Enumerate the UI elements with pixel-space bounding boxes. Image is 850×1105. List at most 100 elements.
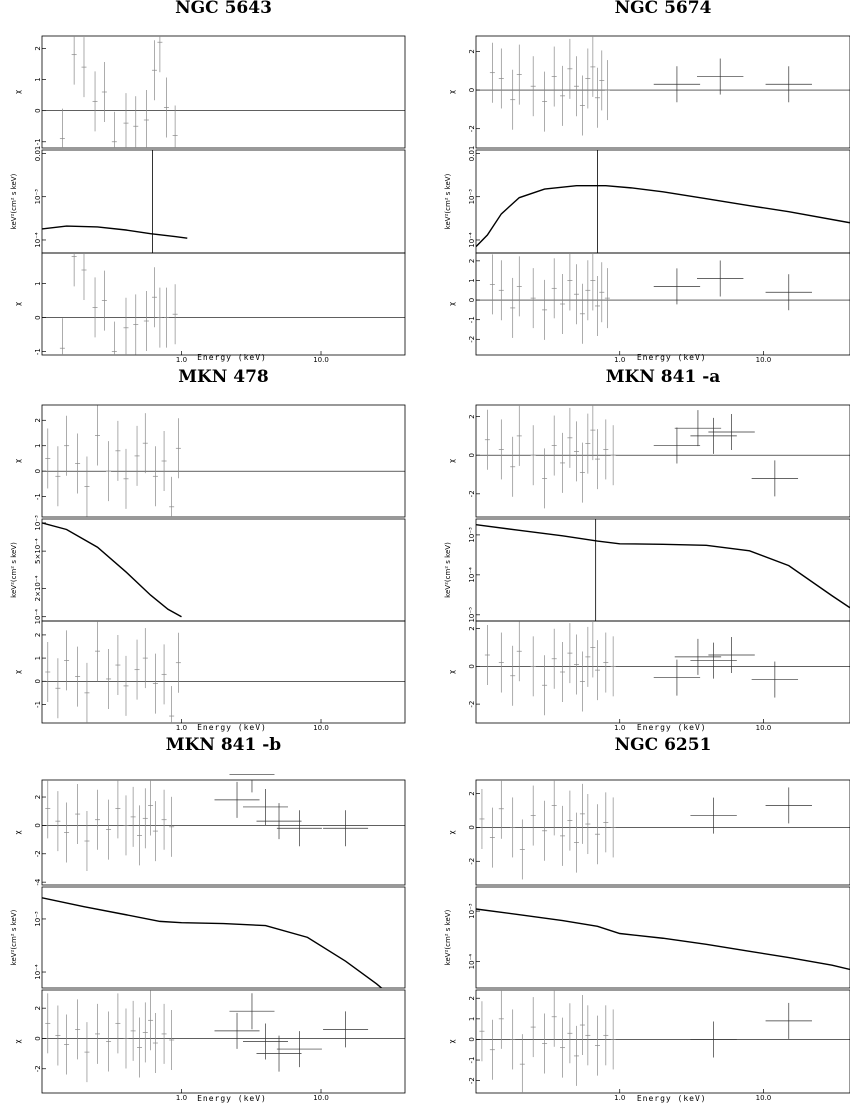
- residuals-top-point: [498, 780, 504, 839]
- residuals-top-point: [579, 442, 585, 503]
- residuals-top-ytick-label: 2: [468, 791, 476, 795]
- residuals-bottom-ytick-label: 0: [34, 1036, 42, 1040]
- residuals-bottom-ytick-label: -1: [468, 316, 476, 323]
- residuals-bottom-ytick-label: 2: [34, 1006, 42, 1010]
- residuals-top-point: [157, 36, 163, 73]
- residuals-top-ytick-label: -2: [468, 490, 476, 497]
- residuals-bottom-ylabel: χ: [14, 302, 22, 306]
- residuals-bottom-point: [55, 658, 61, 719]
- residuals-bottom-point: [604, 268, 610, 329]
- residuals-bottom-point: [152, 1013, 158, 1074]
- residuals-top-point: [75, 784, 81, 845]
- residuals-top-ytick-label: -2: [468, 858, 476, 865]
- residuals-top-point: [101, 62, 107, 122]
- residuals-top-point: [55, 791, 61, 852]
- residuals-top-point: [516, 44, 522, 105]
- residuals-bottom-ylabel: χ: [14, 670, 22, 674]
- residuals-bottom-ytick-label: 0: [468, 664, 476, 668]
- residuals-bottom-point: [123, 1008, 129, 1069]
- residuals-bottom-frame: [475, 989, 850, 1094]
- residuals-top-point: [152, 801, 158, 862]
- residuals-bottom-ylabel: χ: [448, 670, 456, 674]
- model-ytick-label: 10⁻³: [34, 515, 42, 531]
- model-ytick-label: 10⁻³: [468, 189, 476, 205]
- residuals-bottom-point: [530, 636, 536, 697]
- residuals-top-ylabel: χ: [448, 830, 456, 834]
- model-panel-frame: [41, 518, 406, 622]
- model-ytick-label: 10⁻³: [34, 911, 42, 927]
- residuals-bottom-point: [123, 297, 129, 355]
- residuals-top-ytick-label: 0: [468, 825, 476, 829]
- residuals-top-ytick-label: 2: [34, 795, 42, 799]
- residuals-bottom-point: [765, 1002, 812, 1039]
- residuals-bottom-point: [751, 661, 799, 698]
- residuals-bottom-point: [653, 659, 701, 696]
- residuals-bottom-point: [92, 277, 98, 338]
- residuals-top-point: [551, 780, 557, 836]
- xtick-label: 1.0: [176, 356, 187, 364]
- residuals-bottom-ytick-label: 2: [468, 996, 476, 1000]
- residuals-bottom-point: [115, 635, 121, 696]
- residuals-top-point: [603, 419, 609, 480]
- residuals-top-point: [256, 803, 302, 840]
- residuals-bottom-ylabel: χ: [448, 302, 456, 306]
- chart-title: MKN 478: [178, 367, 269, 387]
- residuals-top-point: [603, 792, 609, 853]
- residuals-top-point: [542, 448, 548, 509]
- chart-panel-mkn-841-a: MKN 841 -a -2 0 2 χ 10⁻⁵ 10⁻⁴ 10⁻³ keV²(cm² s ke…: [444, 367, 850, 732]
- residuals-top-point: [765, 66, 812, 103]
- residuals-bottom-point: [489, 254, 495, 315]
- residuals-bottom-point: [542, 1013, 548, 1074]
- residuals-top-point: [142, 788, 148, 849]
- residuals-bottom-point: [530, 268, 536, 329]
- residuals-top-point: [123, 93, 129, 148]
- model-ytick-label: 0.01: [34, 146, 42, 162]
- residuals-top-point: [567, 38, 573, 99]
- residuals-top-ytick-label: -2: [468, 125, 476, 132]
- residuals-top-point: [169, 796, 175, 857]
- xtick-label: 1.0: [176, 1094, 187, 1102]
- residuals-bottom-point: [560, 642, 566, 702]
- residuals-bottom-point: [590, 621, 596, 678]
- residuals-bottom-point: [123, 655, 129, 716]
- residuals-bottom-point: [603, 1005, 609, 1066]
- residuals-top-point: [542, 800, 548, 861]
- xtick-label: 10.0: [756, 1094, 772, 1102]
- residuals-bottom-point: [579, 995, 585, 1056]
- residuals-top-point: [585, 794, 591, 855]
- residuals-bottom-point: [484, 625, 490, 685]
- residuals-top-point: [130, 786, 136, 847]
- residuals-bottom-point: [579, 651, 585, 712]
- residuals-bottom-point: [567, 623, 573, 684]
- residuals-bottom-point: [653, 268, 701, 305]
- residuals-top-point: [489, 42, 495, 103]
- residuals-bottom-point: [498, 990, 504, 1049]
- residuals-top-point: [172, 105, 178, 148]
- model-ylabel: keV²(cm² s keV): [444, 542, 452, 598]
- residuals-top-point: [594, 67, 600, 128]
- residuals-bottom-point: [64, 630, 70, 691]
- model-ytick-label: 10⁻³: [34, 189, 42, 205]
- xaxis-label: Energy (keV): [197, 1094, 267, 1103]
- residuals-top-point: [152, 446, 158, 507]
- model-ytick-label: 5×10⁻⁴: [34, 538, 42, 564]
- residuals-bottom-ytick-label: 2: [468, 259, 476, 263]
- residuals-bottom-point: [55, 1005, 61, 1066]
- residuals-top-point: [765, 787, 812, 824]
- model-ytick-label: 10⁻⁴: [468, 567, 476, 583]
- residuals-top-point: [498, 419, 504, 480]
- residuals-bottom-point: [594, 640, 600, 701]
- residuals-top-point: [111, 111, 117, 148]
- residuals-bottom-point: [551, 990, 557, 1047]
- residuals-bottom-point: [610, 636, 616, 697]
- residuals-bottom-point: [510, 277, 516, 338]
- model-ytick-label: 10⁻⁴: [468, 954, 476, 970]
- residuals-top-point: [143, 90, 149, 148]
- residuals-top-point: [530, 425, 536, 486]
- residuals-bottom-ytick-label: 2: [34, 633, 42, 637]
- residuals-top-point: [573, 56, 579, 117]
- residuals-top-point: [106, 799, 112, 860]
- residuals-bottom-point: [95, 621, 101, 682]
- residuals-bottom-point: [551, 628, 557, 689]
- model-ytick-label: 10⁻⁴: [34, 232, 42, 248]
